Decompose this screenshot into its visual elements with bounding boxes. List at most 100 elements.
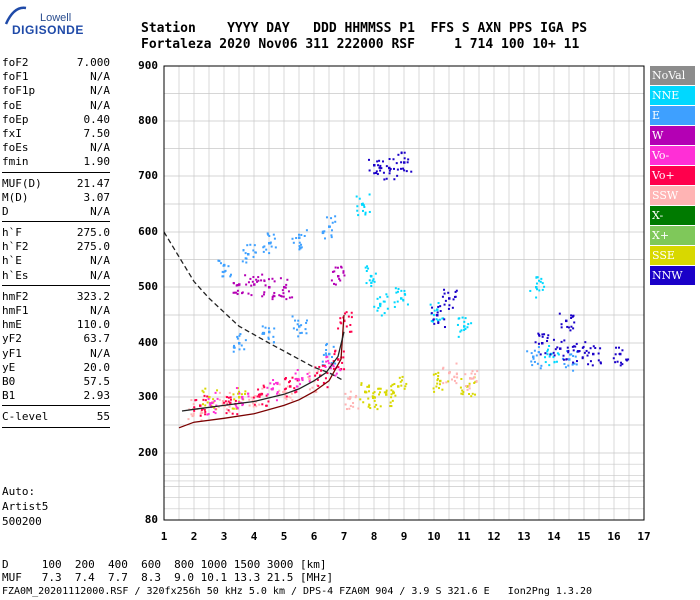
echo-point — [585, 349, 588, 352]
echo-point — [432, 387, 435, 390]
echo-point — [204, 404, 207, 407]
echo-point — [365, 269, 368, 272]
echo-point — [323, 364, 326, 367]
echo-point — [268, 234, 271, 237]
echo-point — [385, 389, 388, 392]
echo-point — [583, 351, 586, 354]
echo-point — [280, 295, 283, 298]
echo-point — [257, 388, 260, 391]
echo-point — [552, 351, 555, 354]
echo-point — [468, 382, 471, 385]
echo-point — [443, 326, 446, 329]
echo-point — [403, 157, 406, 160]
echo-point — [236, 407, 239, 410]
echo-point — [460, 378, 463, 381]
echo-point — [223, 405, 226, 408]
echo-point — [361, 209, 364, 212]
echo-point — [344, 312, 347, 315]
echo-point — [209, 402, 212, 405]
echo-point — [535, 276, 538, 279]
echo-point — [236, 335, 239, 338]
echo-point — [261, 295, 264, 298]
echo-point — [333, 270, 336, 273]
echo-point — [400, 384, 403, 387]
echo-point — [281, 289, 284, 292]
echo-point — [376, 160, 379, 163]
echo-point — [202, 391, 205, 394]
echo-point — [403, 161, 406, 164]
echo-point — [399, 380, 402, 383]
echo-point — [555, 360, 558, 363]
echo-point — [237, 392, 240, 395]
echo-point — [442, 366, 445, 369]
param-name: foEp — [2, 112, 29, 126]
echo-point — [357, 407, 360, 410]
echo-point — [261, 393, 264, 396]
x-tick-label: 12 — [487, 530, 501, 543]
echo-point — [282, 295, 285, 298]
echo-point — [538, 279, 541, 282]
echo-point — [223, 401, 226, 404]
echo-point — [379, 387, 382, 390]
echo-point — [382, 160, 385, 163]
echo-point — [402, 167, 405, 170]
echo-point — [201, 403, 204, 406]
echo-point — [386, 295, 389, 298]
echo-point — [236, 413, 239, 416]
echo-point — [234, 403, 237, 406]
echo-point — [331, 270, 334, 273]
echo-point — [252, 405, 255, 408]
echo-point — [557, 353, 560, 356]
param-value: 3.07 — [83, 190, 111, 204]
param-name: hmE — [2, 318, 22, 332]
echo-point — [262, 384, 265, 387]
echo-point — [560, 340, 563, 343]
echo-point — [355, 195, 358, 198]
echo-point — [233, 344, 236, 347]
echo-point — [272, 294, 275, 297]
echo-point — [553, 360, 556, 363]
param-name: foEs — [2, 141, 29, 155]
echo-point — [448, 371, 451, 374]
param-value: 2.93 — [83, 389, 111, 403]
echo-point — [356, 209, 359, 212]
echo-point — [441, 317, 444, 320]
param-value: 323.2 — [76, 289, 110, 303]
legend-item: SSW — [650, 186, 695, 205]
echo-point — [317, 384, 320, 387]
echo-point — [305, 319, 308, 322]
echo-point — [397, 385, 400, 388]
echo-point — [393, 178, 396, 181]
echo-point — [564, 366, 567, 369]
echo-point — [294, 372, 297, 375]
echo-point — [469, 377, 472, 380]
header-field-names: Station YYYY DAY DDD HHMMSS P1 FFS S AXN… — [141, 21, 588, 36]
echo-point — [218, 259, 221, 262]
echo-point — [264, 284, 267, 287]
echo-point — [619, 364, 622, 367]
echo-point — [433, 390, 436, 393]
echo-point — [455, 382, 458, 385]
echo-point — [267, 337, 270, 340]
echo-point — [263, 291, 266, 294]
echo-point — [565, 358, 568, 361]
param-value: 57.5 — [83, 374, 111, 388]
x-tick-label: 10 — [427, 530, 441, 543]
echo-point — [214, 391, 217, 394]
echo-point — [475, 380, 478, 383]
echo-point — [226, 396, 229, 399]
echo-point — [204, 410, 207, 413]
echo-point — [226, 402, 229, 405]
echo-point — [294, 319, 297, 322]
echo-point — [284, 394, 287, 397]
echo-point — [251, 399, 254, 402]
echo-point — [464, 327, 467, 330]
echo-point — [272, 341, 275, 344]
param-name: foF1p — [2, 84, 36, 98]
echo-point — [293, 387, 296, 390]
echo-point — [237, 284, 240, 287]
echo-point — [273, 291, 276, 294]
echo-point — [264, 326, 267, 329]
echo-point — [587, 363, 590, 366]
